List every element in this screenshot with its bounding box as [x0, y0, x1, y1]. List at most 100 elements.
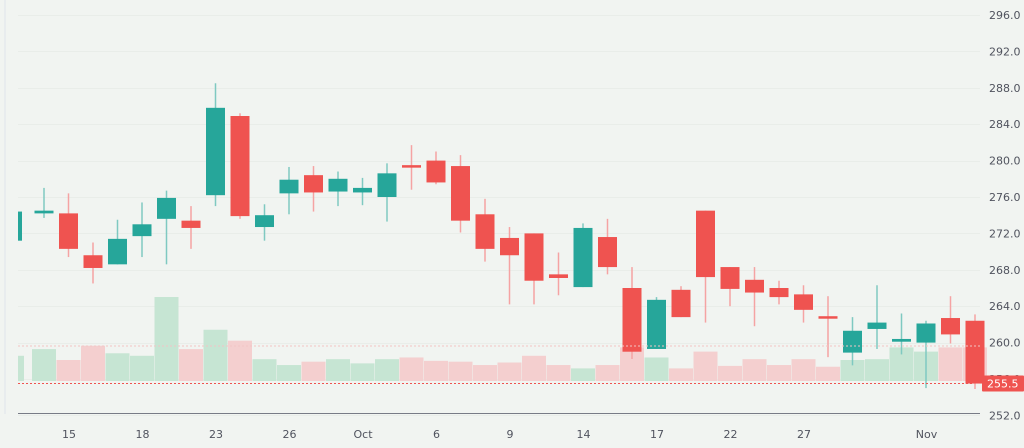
volume-bar — [56, 360, 81, 381]
candle[interactable] — [696, 210, 715, 323]
candle[interactable] — [892, 313, 911, 355]
time-tick-label: 17 — [650, 428, 664, 441]
candle[interactable] — [132, 202, 152, 258]
time-tick-label: 15 — [62, 428, 76, 441]
candle[interactable] — [916, 320, 936, 389]
price-lines — [18, 345, 980, 385]
volume-bar — [522, 355, 546, 381]
volume-bar — [816, 366, 840, 381]
candle[interactable] — [745, 267, 764, 327]
price-tick-label: 292.0 — [989, 45, 1021, 58]
candle[interactable] — [965, 314, 985, 390]
volume-bar — [865, 359, 889, 381]
candle[interactable] — [549, 252, 568, 296]
candle[interactable] — [720, 267, 740, 307]
candle[interactable] — [475, 198, 495, 262]
candle[interactable] — [34, 187, 54, 218]
volume-bar — [644, 357, 669, 381]
time-tick-label: Nov — [916, 428, 938, 441]
candle[interactable] — [843, 317, 862, 366]
price-tick-label: 264.0 — [989, 300, 1021, 313]
candle[interactable] — [671, 286, 691, 318]
candles — [18, 83, 985, 390]
candle[interactable] — [426, 151, 446, 185]
price-tick-label: 252.0 — [989, 409, 1021, 422]
volume-bar — [179, 349, 203, 381]
volume-bar — [473, 365, 497, 381]
volume-bar — [840, 360, 865, 381]
volume-bar — [938, 347, 963, 381]
candle[interactable] — [255, 204, 274, 241]
volume-bar — [742, 359, 767, 381]
volume-bar — [399, 357, 424, 381]
candle[interactable] — [206, 83, 225, 207]
volume-bars — [18, 297, 987, 381]
time-tick-label: 18 — [136, 428, 150, 441]
volume-bar — [497, 362, 522, 381]
time-tick-label: 6 — [433, 428, 440, 441]
candle[interactable] — [230, 113, 250, 219]
time-tick-label: 27 — [797, 428, 811, 441]
volume-bar — [767, 365, 791, 381]
price-tick-label: 280.0 — [989, 155, 1021, 168]
candle[interactable] — [353, 177, 372, 206]
candle[interactable] — [867, 285, 887, 349]
volume-bar — [571, 368, 595, 381]
candle[interactable] — [524, 233, 544, 305]
candle[interactable] — [328, 171, 348, 207]
candle[interactable] — [647, 297, 666, 349]
time-tick-label: 23 — [209, 428, 223, 441]
volume-bar — [105, 353, 130, 381]
candle[interactable] — [108, 219, 127, 265]
price-tick-label: 268.0 — [989, 264, 1021, 277]
grid-lines — [18, 15, 980, 416]
volume-bar — [669, 368, 693, 381]
volume-bar — [32, 349, 56, 381]
candle[interactable] — [304, 166, 323, 212]
volume-bar — [424, 360, 448, 381]
volume-bar — [791, 359, 816, 381]
candle[interactable] — [279, 166, 299, 215]
candle[interactable] — [402, 145, 421, 190]
time-tick-label: 22 — [724, 428, 738, 441]
time-tick-label: 26 — [283, 428, 297, 441]
time-axis[interactable]: 15 18 23 26 Oct 6 9 14 17 22 27 Nov — [62, 428, 938, 441]
price-tick-label: 288.0 — [989, 82, 1021, 95]
price-tick-label: 296.0 — [989, 9, 1021, 22]
last-price-text: 255.5 — [987, 378, 1019, 391]
volume-bar — [252, 359, 277, 381]
last-price-badge — [982, 375, 1024, 392]
volume-bar — [203, 329, 228, 381]
volume-bar — [375, 359, 399, 381]
candle[interactable] — [18, 211, 22, 241]
candle[interactable] — [769, 280, 789, 305]
candle[interactable] — [622, 267, 642, 359]
volume-bar — [595, 365, 620, 381]
candle[interactable] — [157, 190, 176, 265]
last-price-label: 255.5 — [982, 375, 1024, 392]
time-tick-label: 14 — [577, 428, 591, 441]
volume-bar — [130, 355, 154, 381]
volume-bar — [301, 361, 326, 381]
candle[interactable] — [83, 242, 103, 284]
candle[interactable] — [59, 193, 78, 258]
candle[interactable] — [941, 296, 960, 344]
candle[interactable] — [500, 227, 519, 305]
candle[interactable] — [377, 163, 397, 222]
volume-bar — [228, 340, 252, 381]
candle[interactable] — [818, 296, 838, 358]
volume-bar — [448, 361, 473, 381]
candle[interactable] — [573, 223, 593, 288]
price-tick-label: 272.0 — [989, 227, 1021, 240]
volume-bar — [693, 351, 718, 381]
time-tick-label: 9 — [507, 428, 514, 441]
volume-bar — [718, 365, 742, 381]
candle[interactable] — [598, 218, 617, 275]
volume-bar — [81, 345, 105, 381]
candle[interactable] — [451, 155, 470, 233]
volume-bar — [277, 365, 301, 381]
price-axis[interactable]: 296.0 292.0 288.0 284.0 280.0 276.0 272.0 268.0… — [989, 9, 1021, 422]
candle[interactable] — [794, 285, 813, 323]
candle[interactable] — [181, 206, 201, 249]
